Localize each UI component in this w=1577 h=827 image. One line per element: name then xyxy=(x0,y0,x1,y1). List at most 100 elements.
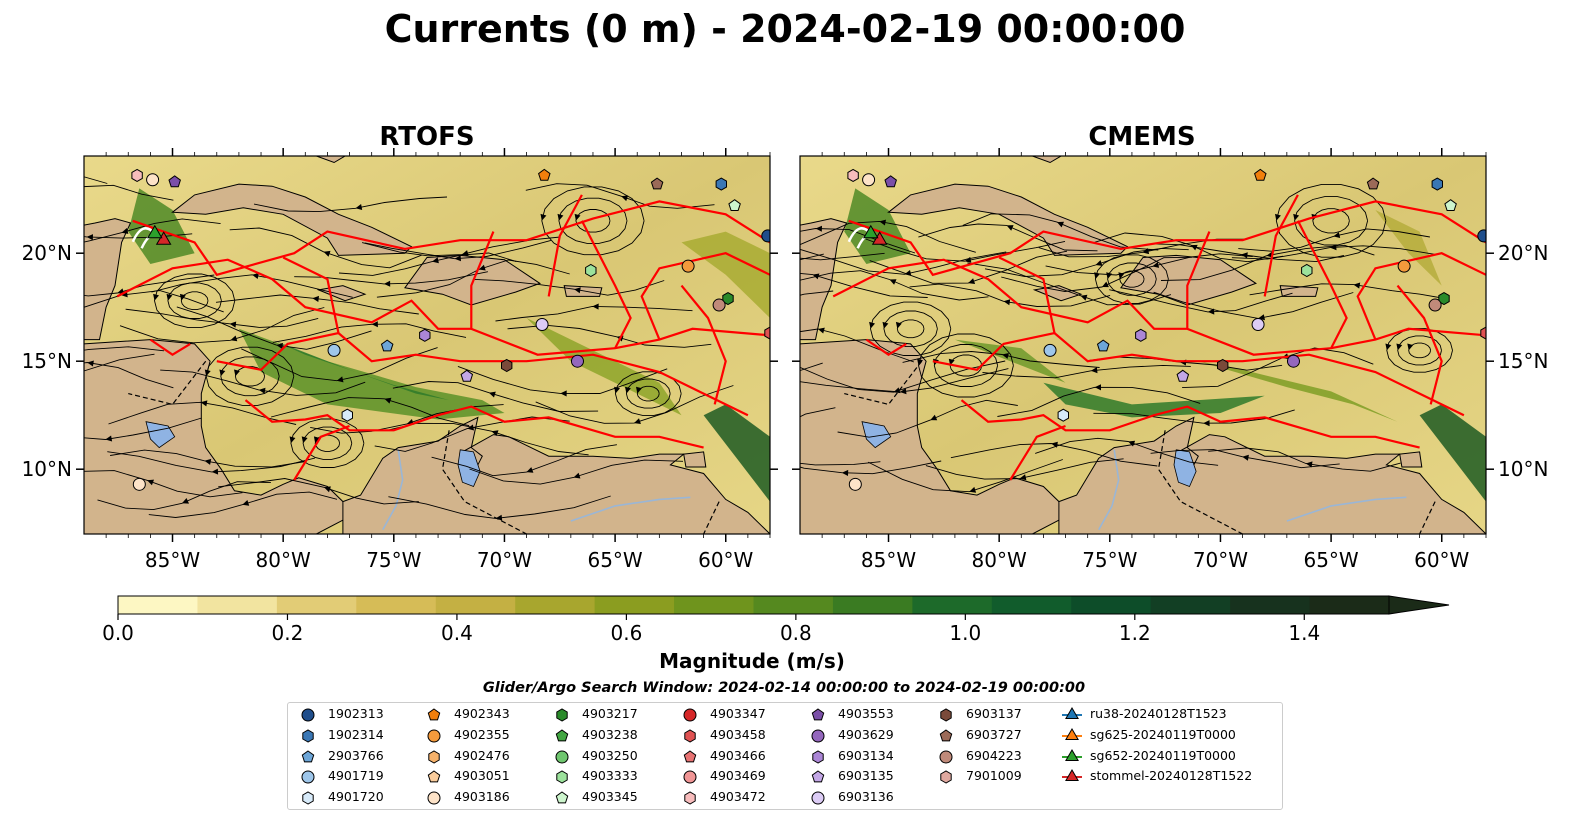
eez-line xyxy=(470,231,495,329)
lon-tick-label: 70°W xyxy=(477,548,532,572)
speed-band xyxy=(526,318,682,416)
legend-triangle xyxy=(1065,769,1079,782)
legend-shape xyxy=(302,791,314,805)
legend-marker-icon xyxy=(812,750,824,764)
legend-label: 4901719 xyxy=(328,768,384,784)
legend-shape xyxy=(683,749,697,762)
streamline-arrow xyxy=(1057,221,1064,228)
axis-ticks: 85°W 80°W 75°W 70°W 65°W 60°W 10°N 15°N 20°N xyxy=(792,148,1548,572)
colorbar-cell xyxy=(1309,596,1390,614)
legend-label: 6903137 xyxy=(966,706,1022,721)
speed-band xyxy=(954,339,1066,383)
eez-line xyxy=(680,284,727,405)
streamline-arrow xyxy=(276,342,283,349)
eez-line xyxy=(1009,424,1066,481)
colorbar-cell xyxy=(832,596,913,614)
legend-marker-icon xyxy=(683,770,697,784)
legend-shape xyxy=(811,791,825,805)
land-polygon xyxy=(1058,416,1486,534)
legend-marker-icon xyxy=(1062,748,1082,761)
streamline-arrow xyxy=(1094,384,1101,391)
legend-marker-icon xyxy=(940,770,952,784)
speed-band xyxy=(703,404,770,502)
colorbar-cell xyxy=(1150,596,1231,614)
streamline-arrow xyxy=(1333,232,1341,238)
streamline-arrow xyxy=(1019,474,1027,481)
float-marker xyxy=(1366,177,1380,190)
float-marker xyxy=(1431,177,1443,191)
float-marker xyxy=(585,263,597,278)
colorbar-cell xyxy=(912,596,993,614)
float-marker xyxy=(380,339,394,352)
streamline-arrow xyxy=(289,436,296,444)
streamline-arrow xyxy=(371,321,378,328)
streamline-arrow xyxy=(526,467,534,473)
legend-label: 1902314 xyxy=(328,726,384,742)
lake-polygon xyxy=(861,421,892,449)
legend-marker-icon xyxy=(555,750,569,764)
streamline-arrow xyxy=(1118,272,1125,280)
streamline-arrow xyxy=(153,293,159,301)
legend-shape xyxy=(427,770,441,783)
streamline-arrow xyxy=(454,255,461,262)
streamline-arrow xyxy=(841,469,849,476)
river-line xyxy=(1286,496,1407,522)
eez-line xyxy=(998,256,1056,334)
eez-line xyxy=(960,399,1420,449)
land-polygon xyxy=(84,156,132,341)
streamline xyxy=(800,290,834,296)
streamline-arrow xyxy=(930,414,938,421)
streamline-arrow xyxy=(252,273,259,279)
land-polygon xyxy=(1032,156,1063,164)
eez-line xyxy=(282,256,340,334)
float-marker xyxy=(1096,339,1110,352)
streamline xyxy=(84,184,174,201)
streamline-arrow xyxy=(634,418,641,424)
legend-label: 4903472 xyxy=(710,789,766,805)
streamline-arrow xyxy=(969,486,977,493)
eez-line xyxy=(580,220,632,349)
river-line xyxy=(1098,449,1120,531)
lake-polygon xyxy=(457,449,481,488)
legend: 1902313 1902314 2903766 4901719 4901720 49023… xyxy=(287,702,1283,810)
streamline-arrow xyxy=(1006,225,1014,231)
legend-label: 4903345 xyxy=(582,789,638,805)
streamline-arrow xyxy=(495,514,503,521)
lat-tick-label: 20°N xyxy=(1498,241,1548,265)
streamline-arrow xyxy=(574,287,581,294)
legend-marker-icon xyxy=(811,770,825,783)
streamline-arrow xyxy=(560,390,567,397)
streamline-arrow xyxy=(1128,440,1136,447)
colorbar-cell xyxy=(118,596,198,614)
legend-shape xyxy=(940,770,952,784)
search-window-text: Glider/Argo Search Window: 2024-02-14 00… xyxy=(483,680,1085,696)
float-marker xyxy=(1444,199,1457,211)
float-marker xyxy=(1217,358,1229,373)
float-marker xyxy=(535,317,549,331)
streamline-arrow xyxy=(301,436,308,444)
legend-shape xyxy=(684,791,696,805)
streamline-arrow xyxy=(614,386,620,394)
colorbar-cell xyxy=(356,596,437,614)
colorbar-cells xyxy=(117,595,1450,615)
lat-tick-label: 20°N xyxy=(22,241,72,265)
streamline-arrow xyxy=(166,293,173,301)
legend-marker-icon xyxy=(301,770,315,784)
map-frame xyxy=(83,155,771,535)
streamline-arrow xyxy=(50,380,57,386)
legend-shape xyxy=(556,708,568,722)
lon-tick-label: 75°W xyxy=(1082,548,1137,572)
legend-label: 4903333 xyxy=(582,768,638,784)
colorbar-cell xyxy=(515,596,596,614)
eez-line xyxy=(848,200,1486,277)
legend-label: 4902476 xyxy=(454,747,510,763)
colorbar-label: Magnitude (m/s) xyxy=(659,649,845,673)
float-marker xyxy=(1480,326,1486,340)
streamline xyxy=(84,346,165,352)
legend-shape xyxy=(301,749,315,762)
land-polygon xyxy=(954,156,974,157)
streamline-arrow xyxy=(557,213,564,221)
eez-boundaries xyxy=(116,194,770,481)
colorbar-cell xyxy=(1230,596,1311,614)
streamline-arrow xyxy=(1407,343,1414,351)
